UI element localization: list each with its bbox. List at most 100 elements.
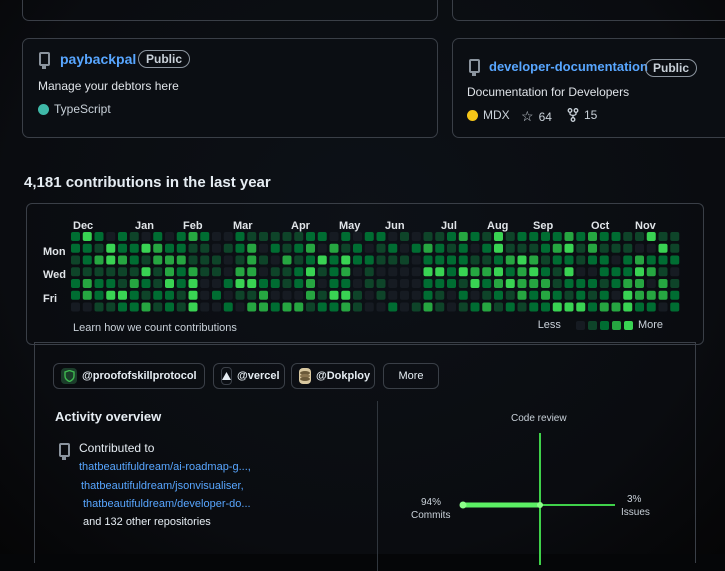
contribution-day-cell[interactable] — [341, 290, 351, 300]
contribution-day-cell[interactable] — [71, 232, 80, 241]
contribution-day-cell[interactable] — [411, 267, 421, 277]
contribution-day-cell[interactable] — [376, 267, 386, 277]
contribution-day-cell[interactable] — [447, 232, 456, 241]
contribution-day-cell[interactable] — [235, 232, 245, 241]
contribution-day-cell[interactable] — [423, 290, 433, 300]
contribution-day-cell[interactable] — [623, 243, 633, 253]
contribution-day-cell[interactable] — [423, 279, 433, 288]
contribution-day-cell[interactable] — [141, 267, 151, 277]
contribution-day-cell[interactable] — [564, 255, 574, 265]
contribution-day-cell[interactable] — [200, 232, 210, 241]
contribution-day-cell[interactable] — [588, 255, 597, 265]
contribution-day-cell[interactable] — [470, 243, 480, 253]
contribution-day-cell[interactable] — [646, 279, 656, 288]
contribution-day-cell[interactable] — [364, 267, 374, 277]
contribution-day-cell[interactable] — [658, 302, 668, 312]
contribution-day-cell[interactable] — [670, 302, 680, 312]
contribution-day-cell[interactable] — [494, 255, 503, 265]
contribution-day-cell[interactable] — [505, 243, 515, 253]
contribution-day-cell[interactable] — [129, 243, 139, 253]
contribution-day-cell[interactable] — [165, 290, 174, 300]
contribution-day-cell[interactable] — [270, 302, 280, 312]
contribution-day-cell[interactable] — [235, 302, 245, 312]
contribution-day-cell[interactable] — [223, 243, 233, 253]
contribution-day-cell[interactable] — [658, 279, 668, 288]
contribution-day-cell[interactable] — [329, 267, 339, 277]
contribution-day-cell[interactable] — [188, 267, 198, 277]
contribution-day-cell[interactable] — [188, 302, 198, 312]
contribution-day-cell[interactable] — [235, 279, 245, 288]
contribution-day-cell[interactable] — [470, 267, 480, 277]
contribution-day-cell[interactable] — [482, 302, 492, 312]
contribution-day-cell[interactable] — [599, 290, 609, 300]
contribution-day-cell[interactable] — [270, 290, 280, 300]
contribution-day-cell[interactable] — [282, 232, 292, 241]
contribution-day-cell[interactable] — [541, 232, 550, 241]
contribution-day-cell[interactable] — [623, 255, 633, 265]
contribution-day-cell[interactable] — [658, 267, 668, 277]
contribution-day-cell[interactable] — [611, 290, 621, 300]
contribution-day-cell[interactable] — [646, 302, 656, 312]
contribution-day-cell[interactable] — [482, 255, 492, 265]
contribution-day-cell[interactable] — [670, 267, 680, 277]
contribution-day-cell[interactable] — [153, 290, 163, 300]
contribution-day-cell[interactable] — [411, 232, 421, 241]
contribution-day-cell[interactable] — [447, 290, 456, 300]
contribution-day-cell[interactable] — [341, 279, 351, 288]
contribution-day-cell[interactable] — [364, 255, 374, 265]
contribution-day-cell[interactable] — [435, 290, 445, 300]
contribution-day-cell[interactable] — [306, 243, 315, 253]
contribution-day-cell[interactable] — [259, 255, 268, 265]
contribution-day-cell[interactable] — [200, 290, 210, 300]
learn-contributions-link[interactable]: Learn how we count contributions — [73, 322, 237, 334]
forks-link[interactable]: 15 — [567, 108, 597, 122]
contribution-day-cell[interactable] — [165, 267, 174, 277]
contribution-day-cell[interactable] — [635, 232, 644, 241]
contribution-day-cell[interactable] — [82, 255, 92, 265]
contribution-day-cell[interactable] — [388, 243, 398, 253]
contribution-day-cell[interactable] — [670, 232, 680, 241]
contribution-day-cell[interactable] — [541, 243, 550, 253]
contribution-day-cell[interactable] — [658, 243, 668, 253]
contribution-day-cell[interactable] — [529, 290, 539, 300]
contribution-day-cell[interactable] — [635, 290, 644, 300]
contribution-day-cell[interactable] — [423, 232, 433, 241]
contribution-day-cell[interactable] — [247, 302, 257, 312]
contribution-day-cell[interactable] — [470, 302, 480, 312]
contribution-day-cell[interactable] — [306, 255, 315, 265]
contribution-day-cell[interactable] — [176, 255, 186, 265]
contribution-day-cell[interactable] — [329, 302, 339, 312]
contribution-day-cell[interactable] — [505, 279, 515, 288]
contribution-day-cell[interactable] — [200, 255, 210, 265]
contribution-day-cell[interactable] — [400, 267, 409, 277]
contribution-day-cell[interactable] — [541, 290, 550, 300]
contribution-day-cell[interactable] — [153, 279, 163, 288]
contribution-day-cell[interactable] — [494, 232, 503, 241]
contribution-day-cell[interactable] — [411, 255, 421, 265]
contribution-day-cell[interactable] — [658, 255, 668, 265]
contribution-day-cell[interactable] — [623, 290, 633, 300]
contribution-day-cell[interactable] — [505, 232, 515, 241]
contribution-day-cell[interactable] — [435, 267, 445, 277]
contribution-day-cell[interactable] — [259, 243, 268, 253]
contribution-day-cell[interactable] — [153, 302, 163, 312]
contribution-day-cell[interactable] — [529, 279, 539, 288]
contribution-day-cell[interactable] — [646, 290, 656, 300]
contribution-day-cell[interactable] — [588, 290, 597, 300]
contribution-day-cell[interactable] — [447, 267, 456, 277]
contribution-day-cell[interactable] — [541, 279, 550, 288]
contribution-day-cell[interactable] — [235, 243, 245, 253]
contribution-day-cell[interactable] — [129, 302, 139, 312]
contribution-day-cell[interactable] — [470, 279, 480, 288]
contribution-day-cell[interactable] — [294, 232, 304, 241]
contribution-day-cell[interactable] — [270, 243, 280, 253]
contribution-day-cell[interactable] — [212, 255, 221, 265]
contribution-day-cell[interactable] — [364, 243, 374, 253]
contribution-day-cell[interactable] — [259, 267, 268, 277]
contribution-day-cell[interactable] — [247, 290, 257, 300]
contribution-day-cell[interactable] — [188, 279, 198, 288]
contribution-day-cell[interactable] — [294, 279, 304, 288]
contribution-day-cell[interactable] — [129, 279, 139, 288]
contribution-day-cell[interactable] — [223, 279, 233, 288]
contribution-day-cell[interactable] — [670, 279, 680, 288]
